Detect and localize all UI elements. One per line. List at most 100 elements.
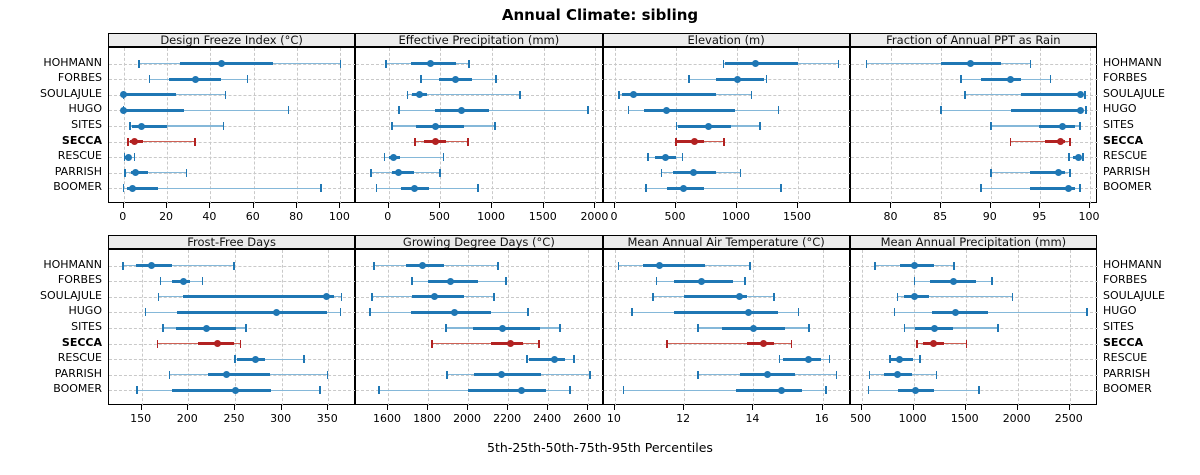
whisker-cap-95th [935,370,938,379]
median-dot [1076,106,1084,114]
whisker-cap-5th [445,324,447,332]
axis-tick [491,203,493,208]
median-dot [394,169,402,177]
panel-strip-title: Mean Annual Air Temperature (°C) [602,235,850,249]
station-label-left: SECCA [61,133,102,147]
axis-tick [587,405,589,410]
whisker-cap-95th [493,292,495,301]
whisker-cap-95th [750,90,753,99]
whisker-cap-95th [953,261,955,270]
whisker-cap-95th [919,355,921,364]
whisker-cap-95th [468,59,470,68]
axis-tick-label: 2000 [1002,412,1031,425]
median-dot [690,169,698,177]
whisker-cap-5th [913,277,916,286]
whisker-cap-5th [234,355,236,364]
whisker-cap-5th [156,339,159,348]
axis-tick-label: 500 [664,210,686,223]
whisker-cap-95th [222,122,225,130]
station-label-right: HUGO [1103,102,1137,116]
axis-tick [989,203,991,208]
whisker-cap-95th [589,370,591,379]
axis-tick [890,203,892,208]
median-dot [128,184,136,192]
whisker-cap-95th [538,339,540,348]
axis-tick-label: 20 [159,210,174,223]
whisker-cap-95th [1069,168,1071,177]
whisker-cap-5th [378,386,380,395]
axis-tick [233,405,235,410]
whisker-cap-95th [773,292,775,301]
axis-tick-label: 12 [676,412,691,425]
median-dot [629,91,637,99]
whisker-cap-5th [990,122,992,130]
interquartile-bar [980,77,1021,81]
whisker-cap-5th [526,355,528,364]
axis-tick-label: 1000 [722,210,750,223]
axis-tick-label: 0 [384,210,392,223]
median-dot [895,355,903,363]
axis-tick-label: 80 [883,210,898,223]
whisker-cap-5th [383,153,386,162]
whisker-cap-5th [162,324,164,332]
whisker-cap-5th [874,261,876,270]
whisker-cap-95th [1084,90,1086,99]
whisker-cap-5th [617,261,620,270]
station-label-left: HOHMANN [43,257,102,271]
axis-tick [252,203,254,208]
whisker-cap-5th [688,75,690,84]
station-label-right: SOULAJULE [1103,288,1165,302]
interquartile-bar [391,171,415,175]
percentile-whisker-line [399,109,589,112]
median-dot [704,122,712,130]
grid-line-horizontal [109,141,357,143]
whisker-cap-5th [675,137,677,146]
station-label-right: RESCUE [1103,351,1148,365]
interquartile-bar [182,295,334,299]
figure-title: Annual Climate: sibling [501,6,699,24]
whisker-cap-5th [124,168,126,177]
median-dot [457,106,465,114]
whisker-cap-95th [825,386,827,395]
whisker-cap-95th [835,370,838,379]
median-dot [952,308,960,316]
axis-tick [736,203,737,208]
axis-tick-label: 500 [850,412,872,425]
whisker-cap-5th [168,370,171,379]
whisker-cap-95th [194,137,196,146]
whisker-cap-95th [494,122,496,130]
axis-tick [1016,405,1018,410]
whisker-cap-95th [739,168,742,177]
whisker-cap-95th [339,308,342,317]
axis-tick-label: 100 [328,210,350,223]
whisker-cap-95th [340,292,343,301]
whisker-cap-5th [414,137,416,146]
percentile-whisker-line [123,109,289,112]
station-label-right: SECCA [1103,335,1144,349]
whisker-cap-95th [1011,292,1014,301]
station-label-left: SOULAJULE [40,288,102,302]
whisker-cap-5th [867,386,870,395]
whisker-cap-95th [224,90,227,99]
interquartile-bar [724,62,799,66]
axis-tick-label: 2400 [533,412,562,425]
interquartile-bar [644,108,736,112]
axis-tick [327,405,329,410]
interquartile-bar [782,357,821,361]
median-dot [733,75,741,83]
grid-line-horizontal [850,343,1098,345]
whisker-cap-5th [660,168,663,177]
median-dot [777,386,785,394]
panel-plot-area [849,47,1098,204]
median-dot [894,371,902,379]
panel-strip-title: Mean Annual Precipitation (mm) [849,235,1097,249]
station-label-left: HOHMANN [43,55,102,69]
whisker-cap-5th [369,308,371,317]
whisker-cap-95th [808,324,810,332]
median-dot [132,169,140,177]
whisker-cap-95th [303,355,305,364]
median-dot [751,60,759,68]
median-dot [191,75,199,83]
panel-plot-area [108,249,357,406]
whisker-cap-95th [497,261,499,270]
